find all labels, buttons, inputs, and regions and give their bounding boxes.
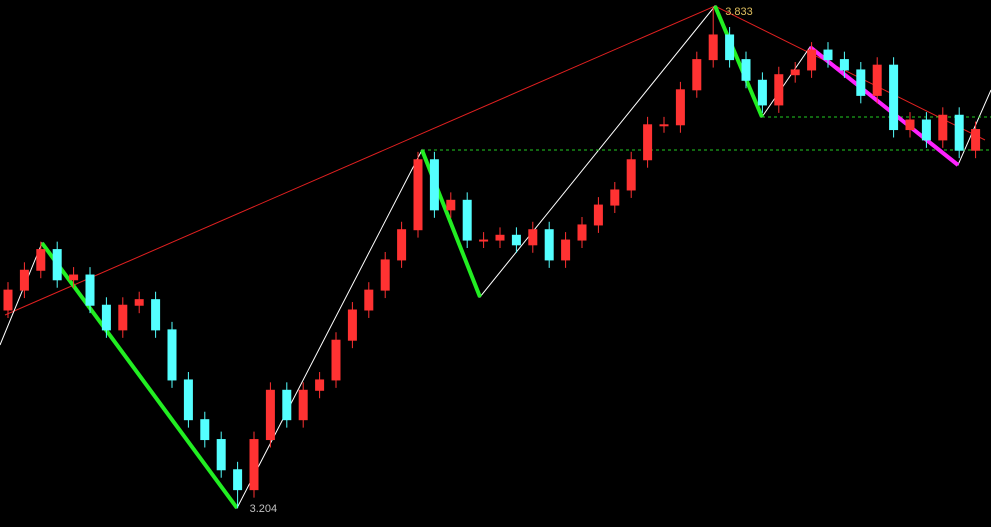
candle-body: [807, 49, 817, 71]
down-leg: [40, 241, 239, 510]
candle-body: [479, 239, 489, 242]
candle-body: [331, 339, 341, 381]
candle-body: [511, 234, 521, 246]
candle-body: [921, 119, 931, 141]
candle-body: [183, 379, 193, 421]
candle-body: [643, 124, 653, 161]
zigzag-line: [0, 5, 991, 509]
candle-body: [298, 389, 308, 421]
candle-body: [593, 204, 603, 226]
candle-body: [347, 309, 357, 341]
candle-body: [151, 299, 161, 331]
candle-body: [692, 59, 702, 91]
candle-body: [741, 59, 751, 81]
candle-body: [544, 229, 554, 261]
candle-body: [200, 419, 210, 441]
candle-body: [889, 64, 899, 131]
candle-body: [757, 79, 767, 106]
candle-body: [249, 439, 259, 491]
candle-body: [577, 224, 587, 241]
candle-body: [413, 159, 423, 231]
candle-body: [528, 229, 538, 246]
candle-body: [282, 389, 292, 421]
candle-body: [938, 114, 948, 141]
candle-body: [364, 289, 374, 311]
candle-body: [265, 389, 275, 441]
candle-body: [462, 199, 472, 241]
candle-body: [134, 299, 144, 306]
candle-body: [216, 439, 226, 471]
candle-body: [167, 329, 177, 381]
candle-body: [118, 304, 128, 331]
candle-body: [659, 124, 669, 127]
candle-body: [380, 259, 390, 291]
candle-body: [790, 69, 800, 76]
candle-body: [397, 229, 407, 261]
down-leg: [808, 45, 960, 167]
candle-body: [675, 89, 685, 126]
candle-body: [708, 34, 718, 61]
high-label: 3.833: [725, 6, 753, 18]
candle-body: [872, 64, 882, 96]
trend-line: [4, 5, 986, 316]
candle-body: [52, 249, 62, 281]
candle-body: [85, 274, 95, 306]
candle-body: [954, 114, 964, 151]
candle-body: [626, 159, 636, 191]
candle-body: [610, 189, 620, 206]
candle-body: [69, 274, 79, 281]
candle-body: [233, 469, 243, 491]
candle-body: [3, 289, 13, 311]
candle-body: [429, 159, 439, 211]
candle-body: [315, 379, 325, 391]
candle-body: [495, 234, 505, 241]
candle-body: [725, 34, 735, 61]
low-label: 3.204: [250, 503, 278, 515]
candle-body: [446, 199, 456, 211]
candle-body: [823, 49, 833, 61]
candle-body: [856, 69, 866, 96]
candle-body: [905, 119, 915, 131]
down-leg: [713, 5, 764, 118]
candle-body: [561, 239, 571, 261]
overlays: [0, 5, 991, 510]
candle-body: [101, 304, 111, 331]
candle-body: [36, 249, 46, 271]
candle-body: [971, 129, 981, 151]
candle-body: [774, 74, 784, 106]
candle-body: [19, 269, 29, 291]
candle-body: [839, 59, 849, 71]
